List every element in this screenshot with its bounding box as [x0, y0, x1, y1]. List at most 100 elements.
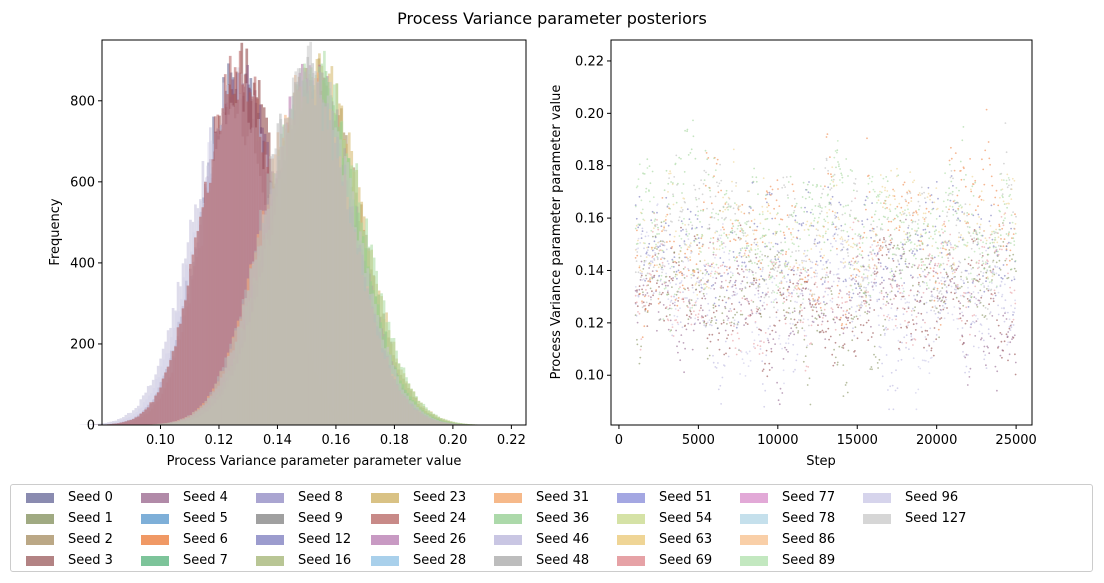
- trace-point: [928, 237, 931, 240]
- trace-point: [774, 217, 777, 220]
- trace-point: [761, 304, 764, 307]
- trace-point: [880, 290, 883, 292]
- trace-point: [683, 287, 685, 290]
- histogram-bar: [448, 423, 451, 425]
- histogram-bar: [162, 423, 165, 425]
- trace-point: [866, 276, 869, 279]
- trace-point: [638, 265, 641, 267]
- trace-point: [772, 232, 775, 235]
- trace-point: [676, 273, 679, 276]
- trace-point: [736, 268, 739, 270]
- trace-point: [960, 234, 962, 236]
- trace-point: [709, 241, 711, 244]
- trace-point: [926, 273, 929, 276]
- trace-point: [931, 208, 934, 211]
- trace-point: [893, 297, 895, 300]
- trace-point: [663, 281, 666, 283]
- trace-point: [907, 224, 910, 227]
- trace-point: [681, 284, 684, 287]
- trace-point: [939, 234, 941, 236]
- trace-point: [722, 286, 724, 289]
- trace-point: [900, 213, 903, 216]
- trace-point: [787, 181, 790, 183]
- trace-point: [637, 239, 639, 242]
- trace-point: [644, 242, 646, 245]
- histogram-bar: [420, 413, 424, 425]
- trace-point: [766, 303, 768, 306]
- trace-point: [766, 191, 769, 194]
- trace-point: [809, 303, 812, 306]
- trace-point: [832, 180, 835, 183]
- trace-point: [822, 331, 825, 334]
- trace-point: [776, 381, 778, 384]
- trace-panel: 0 5000 10000 15000 20000 25000 0.100.120.140.…: [549, 39, 1037, 469]
- trace-point: [784, 237, 786, 240]
- histogram-bar: [293, 82, 297, 425]
- trace-point: [779, 271, 781, 274]
- trace-point: [753, 167, 755, 170]
- histogram-bar: [276, 123, 280, 426]
- trace-point: [994, 196, 997, 199]
- trace-point: [918, 205, 921, 207]
- trace-point: [717, 185, 719, 188]
- trace-point: [785, 251, 788, 253]
- histogram-bar: [249, 267, 252, 425]
- trace-point: [909, 289, 912, 292]
- trace-point: [867, 319, 870, 322]
- trace-point: [917, 283, 920, 286]
- trace-point: [787, 216, 790, 219]
- trace-point: [675, 230, 677, 233]
- trace-point: [848, 308, 851, 310]
- trace-point: [817, 296, 820, 298]
- trace-point: [817, 314, 820, 317]
- trace-point: [706, 270, 708, 273]
- trace-point: [981, 256, 983, 259]
- trace-point: [938, 231, 940, 233]
- trace-point: [715, 212, 717, 215]
- trace-point: [671, 221, 673, 223]
- trace-point: [891, 257, 894, 260]
- trace-point: [641, 300, 643, 303]
- trace-point: [718, 332, 720, 335]
- histogram-bar: [331, 110, 334, 425]
- trace-point: [771, 188, 774, 191]
- trace-point: [790, 214, 793, 217]
- trace-point: [992, 259, 995, 262]
- trace-point: [807, 274, 810, 276]
- trace-point: [671, 246, 673, 248]
- trace-point: [820, 210, 823, 213]
- trace-point: [782, 302, 784, 305]
- trace-point: [946, 215, 948, 218]
- trace-point: [758, 286, 761, 288]
- trace-point: [743, 324, 745, 326]
- trace-point: [782, 309, 785, 312]
- trace-point: [1002, 314, 1005, 317]
- histogram-bar: [169, 421, 173, 425]
- trace-point: [674, 162, 677, 165]
- trace-point: [815, 228, 818, 231]
- trace-point: [634, 271, 637, 274]
- trace-point: [640, 274, 643, 277]
- trace-point: [859, 324, 862, 326]
- trace-point: [723, 193, 726, 196]
- trace-point: [769, 185, 772, 188]
- trace-point: [798, 311, 801, 314]
- trace-point: [959, 204, 962, 207]
- trace-point: [823, 301, 825, 303]
- trace-point: [935, 181, 938, 183]
- trace-point: [984, 315, 987, 317]
- trace-point: [887, 220, 890, 223]
- histogram-bar: [405, 398, 409, 425]
- trace-point: [670, 277, 673, 280]
- trace-point: [960, 319, 963, 322]
- trace-point: [790, 295, 793, 298]
- trace-point: [831, 195, 834, 198]
- trace-point: [851, 237, 854, 240]
- trace-point: [641, 302, 644, 304]
- trace-point: [908, 232, 911, 234]
- trace-point: [657, 297, 660, 300]
- trace-point: [763, 278, 765, 281]
- trace-point: [803, 307, 806, 309]
- trace-point: [915, 322, 918, 325]
